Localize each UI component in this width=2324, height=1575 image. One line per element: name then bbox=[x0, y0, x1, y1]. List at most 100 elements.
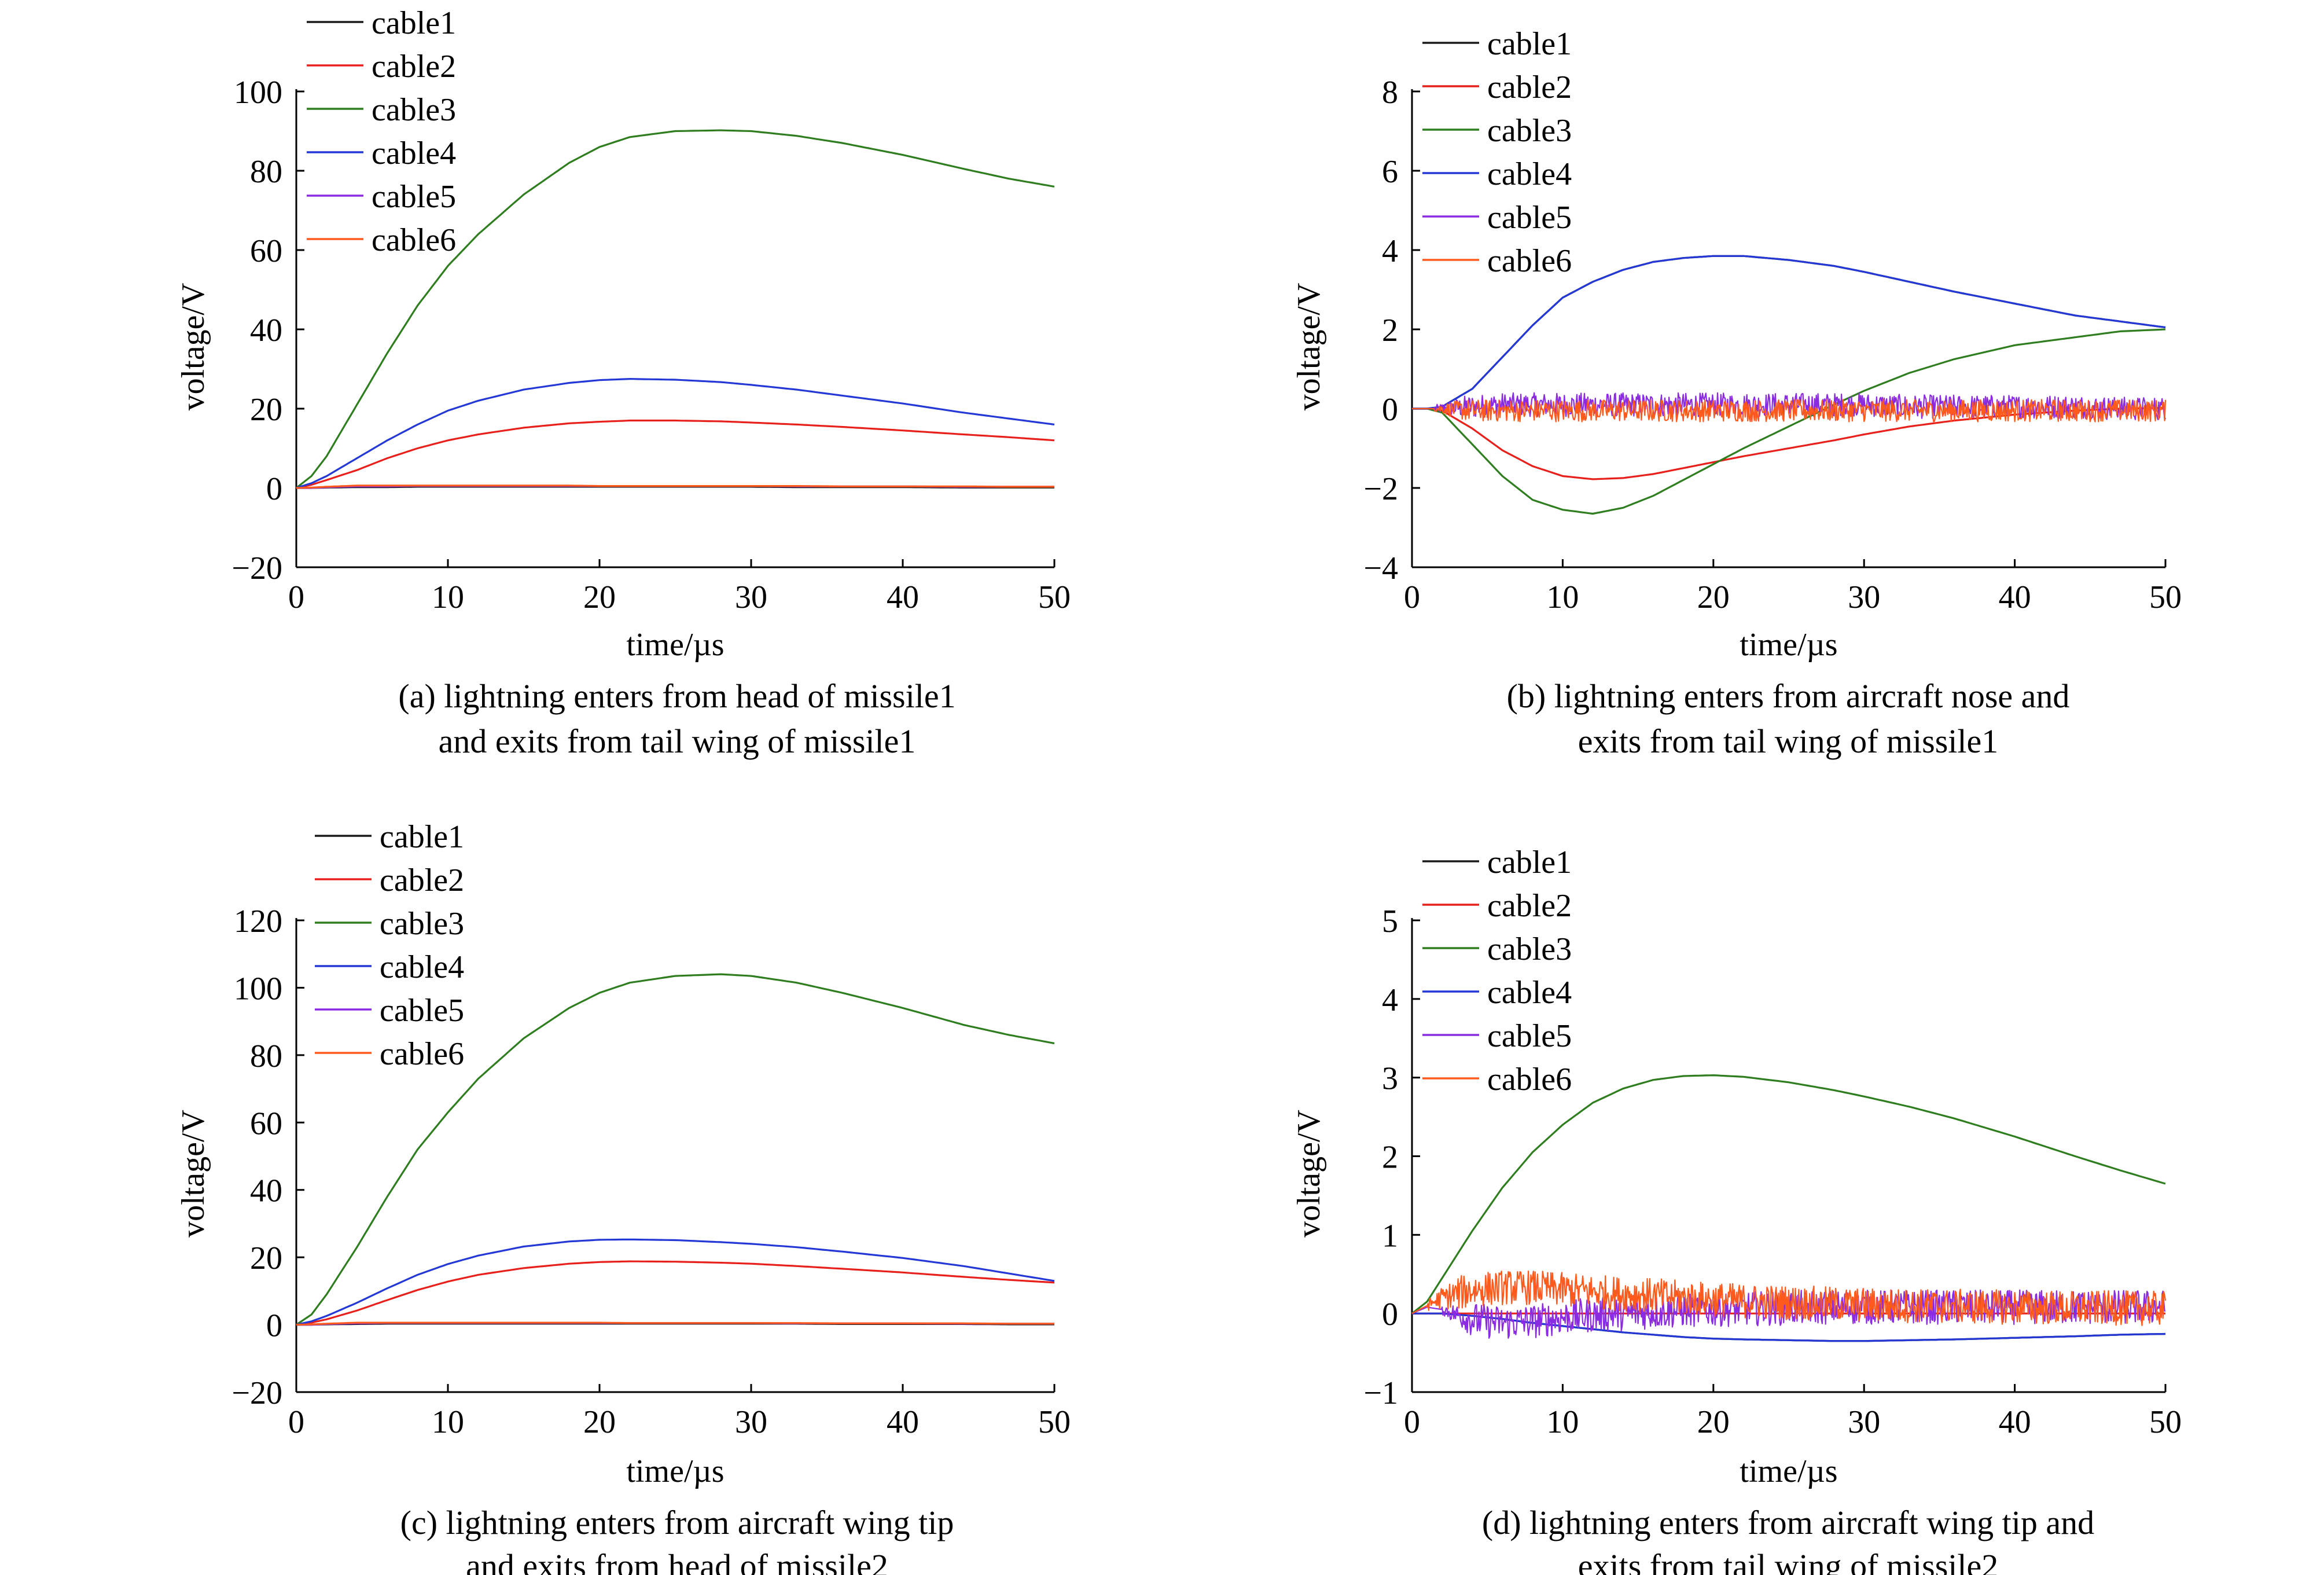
y-tick-label: 100 bbox=[234, 75, 282, 111]
panel-caption-line1: (b) lightning enters from aircraft nose … bbox=[1507, 677, 2070, 715]
y-axis-label: voltage/V bbox=[1291, 1110, 1327, 1238]
x-tick-label: 20 bbox=[1697, 1404, 1730, 1440]
y-tick-label: −2 bbox=[1363, 471, 1398, 507]
y-tick-label: −4 bbox=[1363, 550, 1398, 586]
legend-label-cable3: cable3 bbox=[1487, 931, 1572, 967]
legend-label-cable5: cable5 bbox=[372, 179, 456, 215]
chart-panel-3: 0 10 20 30 40 50−20020406080100120time/µsvolt… bbox=[175, 819, 1071, 1575]
legend-label-cable1: cable1 bbox=[380, 819, 464, 855]
x-axis-label: time/µs bbox=[1740, 627, 1837, 663]
y-tick-label: 60 bbox=[250, 233, 282, 269]
x-tick-label: 20 bbox=[583, 1404, 616, 1440]
x-tick-label: 30 bbox=[1848, 579, 1880, 615]
x-tick-label: 30 bbox=[1848, 1404, 1880, 1440]
y-tick-label: 80 bbox=[250, 154, 282, 190]
series-line-cable4 bbox=[296, 1238, 1055, 1326]
x-tick-label: 10 bbox=[1546, 1404, 1579, 1440]
legend-label-cable5: cable5 bbox=[380, 993, 464, 1029]
series-line-cable3 bbox=[296, 973, 1055, 1326]
x-tick-label: 10 bbox=[1546, 579, 1579, 615]
series-line-cable3 bbox=[1412, 328, 2166, 515]
x-tick-label: 20 bbox=[1697, 579, 1730, 615]
legend-label-cable5: cable5 bbox=[1487, 200, 1572, 236]
y-tick-label: 4 bbox=[1382, 982, 1398, 1018]
chart-panel-4: 0 10 20 30 40 50−1012345time/µsvoltage/Vcable… bbox=[1291, 845, 2182, 1575]
y-tick-label: 8 bbox=[1382, 75, 1398, 111]
y-axis-label: voltage/V bbox=[175, 283, 211, 411]
x-axis-label: time/µs bbox=[626, 1453, 724, 1489]
y-tick-label: −20 bbox=[231, 1375, 282, 1411]
legend-label-cable3: cable3 bbox=[380, 906, 464, 942]
y-axis-label: voltage/V bbox=[1291, 283, 1327, 411]
y-tick-label: 4 bbox=[1382, 233, 1398, 269]
x-axis-label: time/µs bbox=[1740, 1453, 1837, 1489]
legend-label-cable2: cable2 bbox=[372, 49, 456, 85]
y-tick-label: 2 bbox=[1382, 1140, 1398, 1176]
x-tick-label: 0 bbox=[288, 579, 304, 615]
legend-label-cable2: cable2 bbox=[1487, 69, 1572, 105]
y-tick-label: −20 bbox=[231, 550, 282, 586]
series-line-cable4 bbox=[296, 377, 1055, 489]
y-tick-label: 80 bbox=[250, 1038, 282, 1074]
chart-panel-2: 0 10 20 30 40 50 −4 −2 0 2 4 6 8 time/µs voltage/V cabl… bbox=[1291, 26, 2182, 760]
panel-caption-line1: (c) lightning enters from aircraft wing … bbox=[400, 1504, 954, 1541]
y-tick-label: 40 bbox=[250, 313, 282, 348]
y-tick-label: 20 bbox=[250, 1240, 282, 1276]
panel-caption-line2: exits from tail wing of missile2 bbox=[1578, 1547, 1999, 1575]
x-tick-label: 10 bbox=[432, 1404, 464, 1440]
y-tick-label: 2 bbox=[1382, 313, 1398, 348]
series-line-cable6 bbox=[1411, 1271, 2167, 1326]
y-tick-label: 3 bbox=[1382, 1061, 1398, 1097]
legend-label-cable5: cable5 bbox=[1487, 1018, 1572, 1054]
legend-label-cable6: cable6 bbox=[380, 1036, 464, 1072]
x-axis-label: time/µs bbox=[626, 627, 724, 663]
y-tick-label: 100 bbox=[234, 971, 282, 1007]
y-tick-label: 0 bbox=[1382, 392, 1398, 428]
legend-label-cable3: cable3 bbox=[372, 92, 456, 128]
legend-label-cable4: cable4 bbox=[1487, 975, 1572, 1011]
x-tick-label: 30 bbox=[735, 579, 767, 615]
y-tick-label: 6 bbox=[1382, 154, 1398, 190]
legend-label-cable4: cable4 bbox=[380, 949, 464, 985]
x-tick-label: 0 bbox=[1404, 1404, 1420, 1440]
series-line-cable4 bbox=[1412, 255, 2166, 410]
y-tick-label: 5 bbox=[1382, 904, 1398, 939]
panel-caption-line1: (d) lightning enters from aircraft wing … bbox=[1482, 1504, 2094, 1541]
legend-label-cable1: cable1 bbox=[372, 5, 456, 41]
x-tick-label: 50 bbox=[2149, 579, 2182, 615]
panel-caption-line2: and exits from head of missile2 bbox=[466, 1547, 888, 1575]
legend-label-cable2: cable2 bbox=[380, 862, 464, 898]
x-tick-label: 40 bbox=[1999, 579, 2031, 615]
x-tick-label: 50 bbox=[1038, 579, 1071, 615]
y-tick-label: 0 bbox=[266, 1308, 282, 1344]
legend-label-cable4: cable4 bbox=[372, 135, 456, 171]
legend-label-cable6: cable6 bbox=[1487, 1062, 1572, 1097]
x-tick-label: 40 bbox=[887, 1404, 919, 1440]
series-line-cable3 bbox=[1411, 1074, 2166, 1315]
panel-caption-line2: exits from tail wing of missile1 bbox=[1578, 722, 1999, 760]
y-tick-label: −1 bbox=[1363, 1375, 1398, 1411]
legend-label-cable6: cable6 bbox=[372, 222, 456, 258]
legend-label-cable6: cable6 bbox=[1487, 243, 1572, 279]
series-line-cable6 bbox=[1412, 399, 2167, 423]
y-tick-label: 40 bbox=[250, 1173, 282, 1209]
panel-caption-line2: and exits from tail wing of missile1 bbox=[439, 722, 916, 760]
x-tick-label: 0 bbox=[288, 1404, 304, 1440]
series-line-cable2 bbox=[1412, 407, 2166, 480]
y-tick-label: 0 bbox=[1382, 1297, 1398, 1332]
x-tick-label: 30 bbox=[735, 1404, 767, 1440]
x-tick-label: 40 bbox=[1999, 1404, 2031, 1440]
panel-caption-line1: (a) lightning enters from head of missil… bbox=[398, 677, 955, 715]
x-tick-label: 50 bbox=[1038, 1404, 1071, 1440]
y-axis-label: voltage/V bbox=[175, 1110, 211, 1238]
x-tick-label: 50 bbox=[2149, 1404, 2182, 1440]
series-line-cable2 bbox=[296, 1260, 1055, 1326]
series-line-cable6 bbox=[296, 484, 1054, 489]
legend-label-cable2: cable2 bbox=[1487, 888, 1572, 924]
series-line-cable6 bbox=[296, 1321, 1054, 1326]
chart-panel-1: 0 10 20 30 40 50−20020406080100time/µsvoltage… bbox=[175, 5, 1071, 760]
x-tick-label: 0 bbox=[1404, 579, 1420, 615]
y-tick-label: 0 bbox=[266, 471, 282, 507]
x-tick-label: 10 bbox=[432, 579, 464, 615]
legend-label-cable1: cable1 bbox=[1487, 26, 1572, 62]
